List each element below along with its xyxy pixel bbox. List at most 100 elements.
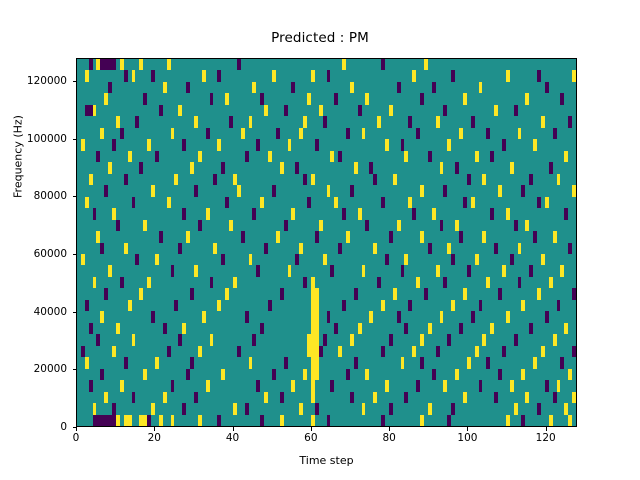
heatmap-cell (158, 334, 163, 346)
heatmap-cell (80, 93, 85, 105)
heatmap-cell (166, 81, 171, 94)
heatmap-cell (474, 139, 479, 151)
heatmap-cell (509, 368, 514, 381)
heatmap-cell (209, 116, 214, 128)
heatmap-cell (509, 322, 514, 335)
heatmap-cell (158, 288, 163, 300)
heatmap-cell (361, 288, 366, 300)
heatmap-cell (264, 231, 269, 243)
heatmap-cell (303, 208, 307, 220)
heatmap-cell (104, 276, 109, 289)
heatmap-cell (490, 311, 495, 323)
heatmap-cell (357, 93, 362, 105)
heatmap-cell (287, 242, 292, 254)
heatmap-cell (147, 357, 152, 369)
heatmap-cell (193, 173, 198, 186)
heatmap-cell (357, 150, 362, 163)
heatmap-cell (478, 104, 483, 117)
heatmap-cell (462, 93, 467, 105)
heatmap-cell (225, 196, 230, 209)
heatmap-cell (178, 368, 183, 381)
heatmap-cell (400, 104, 405, 117)
heatmap-cell (108, 311, 113, 323)
heatmap-cell (162, 242, 167, 254)
heatmap-cell (517, 414, 522, 426)
heatmap-cell (244, 357, 249, 369)
heatmap-cell (287, 208, 292, 220)
heatmap-cell (404, 391, 409, 404)
heatmap-cell (462, 173, 467, 186)
heatmap-cell (295, 322, 300, 335)
heatmap-cell (104, 391, 109, 404)
heatmap-cell (221, 368, 226, 381)
heatmap-cell (517, 253, 522, 266)
heatmap-cell (201, 127, 206, 140)
heatmap-cell (423, 391, 428, 404)
heatmap-cell (77, 253, 81, 266)
heatmap-cell (84, 265, 89, 277)
heatmap-cell (84, 380, 89, 392)
heatmap-cell (268, 322, 272, 335)
heatmap-cell (529, 311, 534, 323)
heatmap-cell (513, 104, 518, 117)
heatmap-cell (162, 357, 167, 369)
heatmap-cell (443, 116, 448, 128)
heatmap-cell (236, 150, 241, 163)
heatmap-cell (127, 414, 132, 426)
heatmap-cell (256, 334, 261, 346)
heatmap-cell (271, 288, 276, 300)
heatmap-cell (451, 150, 456, 163)
heatmap-cell (209, 185, 214, 197)
heatmap-cell (88, 59, 93, 71)
heatmap-cell (174, 368, 179, 381)
heatmap-cell (307, 311, 311, 323)
heatmap-cell (357, 345, 362, 358)
heatmap-cell (423, 173, 428, 186)
heatmap-cell (505, 414, 510, 426)
heatmap-cell (77, 127, 81, 140)
heatmap-cell (271, 253, 276, 266)
heatmap-cell (127, 70, 132, 82)
heatmap-cell (291, 70, 296, 82)
heatmap-cell (100, 208, 105, 220)
heatmap-cell (501, 139, 506, 151)
heatmap-cell (232, 185, 237, 197)
heatmap-cell (556, 127, 561, 140)
heatmap-cell (287, 414, 292, 426)
heatmap-cell (408, 127, 413, 140)
heatmap-cell (84, 104, 89, 117)
heatmap-cell (213, 127, 218, 140)
heatmap-cell (182, 368, 187, 381)
heatmap-cell (178, 93, 183, 105)
heatmap-cell (139, 231, 144, 243)
heatmap-cell (295, 403, 300, 415)
heatmap-cell (513, 127, 518, 140)
y-tick-mark (72, 311, 76, 313)
heatmap-cell (154, 414, 159, 426)
heatmap-cell (517, 208, 522, 220)
heatmap-cell (525, 368, 530, 381)
heatmap-cell (431, 150, 436, 163)
heatmap-cell (193, 414, 198, 426)
heatmap-cell (260, 391, 265, 404)
heatmap-cell (170, 127, 175, 140)
heatmap-cell (314, 403, 319, 415)
heatmap-cell (182, 242, 187, 254)
heatmap-cell (540, 219, 545, 232)
heatmap-cell (353, 116, 358, 128)
heatmap-cell (209, 311, 214, 323)
heatmap-cell (345, 253, 350, 266)
heatmap-cell (108, 104, 113, 117)
heatmap-cell (556, 253, 561, 266)
heatmap-cell (143, 70, 148, 82)
heatmap-cell (384, 150, 389, 163)
heatmap-cell (447, 334, 452, 346)
heatmap-cell (186, 357, 191, 369)
heatmap-cell (197, 242, 202, 254)
heatmap-cell (478, 299, 483, 312)
heatmap-cell (451, 162, 456, 174)
heatmap-cell (127, 185, 132, 197)
heatmap-cell (225, 357, 230, 369)
heatmap-cell (435, 127, 440, 140)
heatmap-cell (408, 70, 413, 82)
